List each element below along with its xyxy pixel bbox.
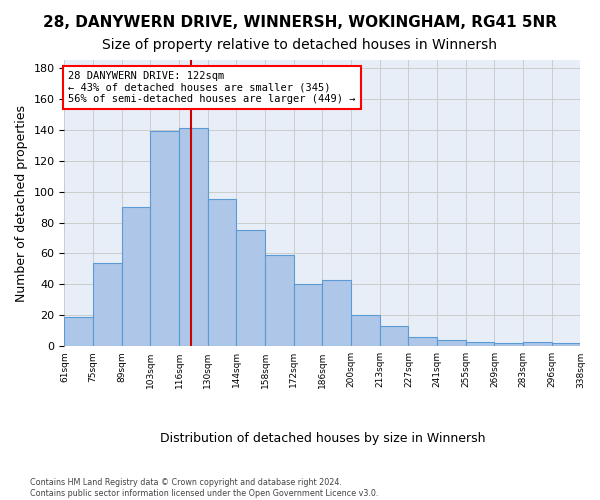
Bar <box>380 326 409 346</box>
Bar <box>437 340 466 346</box>
Bar <box>466 342 494 346</box>
Bar <box>236 230 265 346</box>
Bar <box>93 262 122 346</box>
Bar <box>64 317 93 346</box>
Bar <box>151 131 179 346</box>
Bar <box>351 316 380 346</box>
Bar <box>294 284 322 346</box>
Bar <box>523 342 552 346</box>
X-axis label: Distribution of detached houses by size in Winnersh: Distribution of detached houses by size … <box>160 432 485 445</box>
Bar <box>179 128 208 346</box>
Bar <box>552 343 580 346</box>
Text: 28, DANYWERN DRIVE, WINNERSH, WOKINGHAM, RG41 5NR: 28, DANYWERN DRIVE, WINNERSH, WOKINGHAM,… <box>43 15 557 30</box>
Text: 28 DANYWERN DRIVE: 122sqm
← 43% of detached houses are smaller (345)
56% of semi: 28 DANYWERN DRIVE: 122sqm ← 43% of detac… <box>68 71 356 104</box>
Bar <box>494 343 523 346</box>
Text: Contains HM Land Registry data © Crown copyright and database right 2024.
Contai: Contains HM Land Registry data © Crown c… <box>30 478 379 498</box>
Bar <box>265 255 294 346</box>
Bar <box>322 280 351 346</box>
Bar <box>122 207 151 346</box>
Y-axis label: Number of detached properties: Number of detached properties <box>15 104 28 302</box>
Bar <box>409 337 437 346</box>
Text: Size of property relative to detached houses in Winnersh: Size of property relative to detached ho… <box>103 38 497 52</box>
Bar <box>208 200 236 346</box>
